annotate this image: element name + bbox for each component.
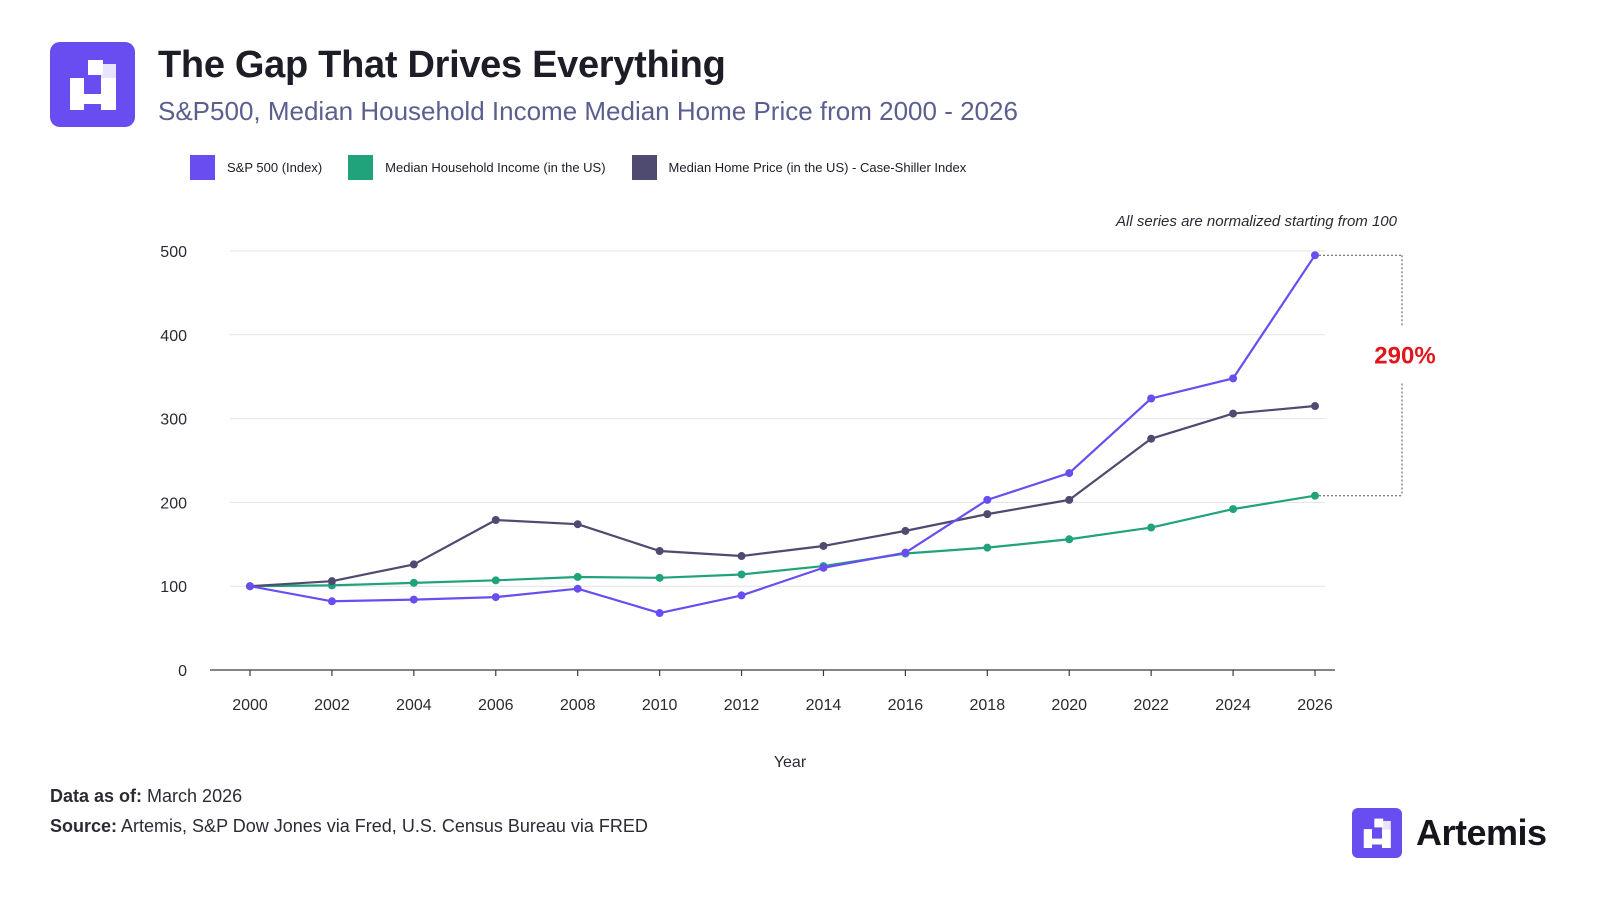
data-point-sp500[interactable]: [1311, 251, 1319, 260]
page-subtitle: S&P500, Median Household Income Median H…: [158, 96, 1018, 126]
data-point-home-price[interactable]: [655, 547, 664, 556]
data-point-home-price[interactable]: [983, 510, 992, 519]
legend-item-income[interactable]: Median Household Income (in the US): [348, 155, 606, 180]
line-chart: 0 100 200 300 400 500 2000 2002 2004 2006 2008 2010…: [160, 213, 1435, 771]
brand-logo: Artemis: [1352, 808, 1547, 858]
data-point-sp500[interactable]: [246, 582, 254, 591]
series-layer: [246, 251, 1319, 618]
data-point-home-price[interactable]: [1311, 402, 1319, 411]
data-point-sp500[interactable]: [409, 595, 418, 604]
y-tick-label: 500: [160, 244, 187, 261]
series-line-sp500[interactable]: [249, 254, 1316, 615]
data-point-income[interactable]: [1065, 535, 1074, 544]
x-tick-label: 2022: [1133, 697, 1169, 714]
data-point-income[interactable]: [983, 543, 992, 552]
data-point-sp500[interactable]: [983, 495, 992, 504]
data-point-sp500[interactable]: [901, 548, 910, 557]
data-point-home-price[interactable]: [491, 515, 500, 524]
data-point-sp500[interactable]: [1147, 394, 1156, 403]
grid-lines: [230, 250, 1325, 587]
data-point-home-price[interactable]: [737, 552, 746, 561]
x-tick-label: 2000: [232, 697, 268, 714]
brand-name: Artemis: [1416, 812, 1547, 853]
brand-logo-icon: [1352, 808, 1402, 858]
data-point-home-price[interactable]: [819, 541, 828, 550]
data-point-income[interactable]: [1229, 505, 1238, 514]
x-tick-label: 2018: [970, 697, 1006, 714]
data-point-sp500[interactable]: [327, 597, 336, 606]
y-tick-label: 100: [160, 579, 187, 596]
y-tick-label: 200: [160, 495, 187, 512]
data-point-income[interactable]: [655, 573, 664, 582]
data-point-income[interactable]: [491, 576, 500, 585]
legend-item-home-price[interactable]: Median Home Price (in the US) - Case-Shi…: [631, 155, 967, 180]
legend-label-sp500: S&P 500 (Index): [227, 160, 323, 175]
x-axis-title: Year: [774, 754, 807, 771]
legend-label-income: Median Household Income (in the US): [385, 160, 606, 175]
data-point-home-price[interactable]: [409, 560, 418, 569]
x-tick-label: 2006: [478, 697, 514, 714]
data-point-income[interactable]: [409, 578, 418, 587]
data-point-income[interactable]: [1147, 523, 1156, 532]
x-tick-label: 2026: [1297, 697, 1333, 714]
data-point-home-price[interactable]: [901, 526, 910, 535]
x-tick-label: 2012: [724, 697, 760, 714]
data-point-home-price[interactable]: [327, 577, 336, 586]
data-point-home-price[interactable]: [1229, 409, 1238, 418]
chart-legend: S&P 500 (Index) Median Household Income …: [190, 155, 966, 180]
source-label: Source:: [50, 816, 118, 836]
data-point-sp500[interactable]: [1065, 469, 1074, 478]
normalization-note: All series are normalized starting from …: [1115, 213, 1398, 230]
source-value: Artemis, S&P Dow Jones via Fred, U.S. Ce…: [121, 816, 648, 836]
data-as-of-label: Data as of:: [50, 786, 143, 806]
series-line-home-price[interactable]: [249, 404, 1316, 588]
x-tick-label: 2024: [1215, 697, 1251, 714]
x-tick-label: 2010: [642, 697, 678, 714]
data-point-home-price[interactable]: [573, 520, 582, 529]
data-point-sp500[interactable]: [655, 609, 664, 618]
annotation-layer: [1319, 254, 1403, 497]
data-point-income[interactable]: [1311, 491, 1319, 500]
data-point-sp500[interactable]: [1229, 374, 1238, 383]
data-point-income[interactable]: [573, 572, 582, 581]
legend-swatch-home-price: [631, 155, 657, 180]
gap-annotation-label: 290%: [1374, 342, 1435, 369]
data-point-home-price[interactable]: [1147, 434, 1156, 443]
y-tick-label: 0: [178, 663, 187, 680]
legend-swatch-income: [348, 155, 374, 180]
data-as-of: Data as of: March 2026: [50, 786, 242, 807]
y-tick-label: 300: [160, 412, 187, 429]
x-tick-label: 2016: [888, 697, 924, 714]
chart-text: 0 100 200 300 400 500 2000 2002 2004 2006 2008 2010…: [160, 213, 1435, 771]
data-point-home-price[interactable]: [1065, 495, 1074, 504]
artemis-logo-icon: [50, 42, 135, 127]
source-line: Source: Artemis, S&P Dow Jones via Fred,…: [50, 816, 648, 837]
data-point-sp500[interactable]: [737, 591, 746, 600]
data-as-of-value: March 2026: [147, 786, 243, 806]
legend-label-home-price: Median Home Price (in the US) - Case-Shi…: [668, 160, 967, 175]
series-line-income[interactable]: [249, 494, 1316, 588]
legend-item-sp500[interactable]: S&P 500 (Index): [190, 155, 322, 180]
data-point-sp500[interactable]: [819, 563, 828, 572]
x-tick-label: 2014: [806, 697, 842, 714]
legend-swatch-sp500: [190, 155, 215, 180]
data-point-income[interactable]: [737, 570, 746, 579]
data-point-sp500[interactable]: [491, 593, 500, 602]
x-tick-label: 2020: [1051, 697, 1087, 714]
page-title: The Gap That Drives Everything: [158, 44, 726, 86]
data-point-sp500[interactable]: [573, 584, 582, 593]
x-tick-label: 2004: [396, 697, 432, 714]
x-tick-label: 2002: [314, 697, 350, 714]
x-tick-label: 2008: [560, 697, 596, 714]
axes: [210, 669, 1335, 676]
y-tick-label: 400: [160, 328, 187, 345]
